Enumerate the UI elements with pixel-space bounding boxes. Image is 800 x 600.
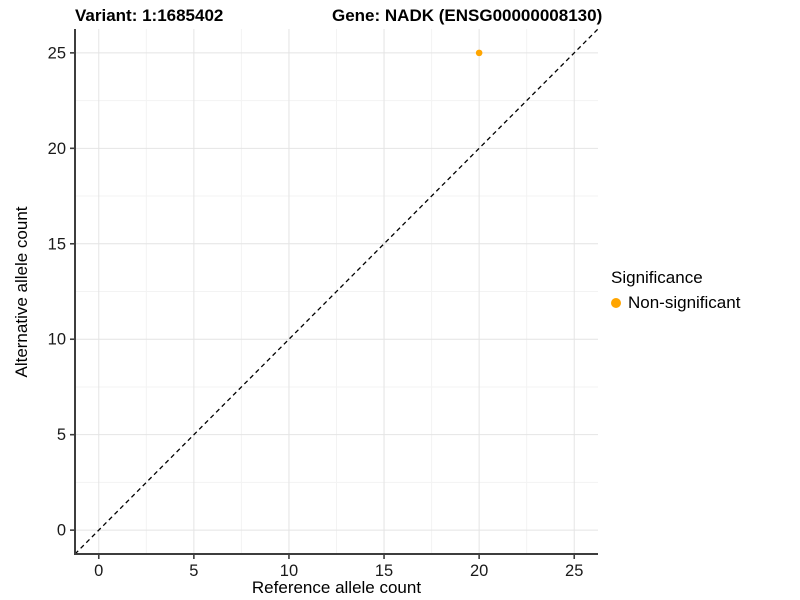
y-tick-label: 25 — [48, 44, 66, 62]
tick-labels: 0 5 10 15 20 25 0 5 10 15 20 25 — [48, 44, 584, 580]
variant-title: Variant: 1:1685402 — [75, 6, 224, 25]
legend-entry: Non-significant — [611, 293, 740, 313]
axis-lines — [74, 29, 598, 555]
x-tick-label: 20 — [470, 562, 488, 580]
y-tick-label: 20 — [48, 140, 66, 158]
grid-major — [75, 29, 598, 554]
x-tick-label: 0 — [94, 562, 103, 580]
x-tick-label: 25 — [565, 562, 583, 580]
y-tick-label: 15 — [48, 235, 66, 253]
data-points — [475, 49, 483, 57]
legend-point-icon — [611, 298, 621, 308]
y-axis-title: Alternative allele count — [12, 206, 31, 378]
y-tick-label: 10 — [48, 331, 66, 349]
identity-line — [74, 28, 599, 555]
grid-minor — [75, 29, 598, 554]
axis-ticks — [70, 52, 576, 559]
x-tick-label: 5 — [189, 562, 198, 580]
x-tick-label: 15 — [375, 562, 393, 580]
gene-title: Gene: NADK (ENSG00000008130) — [332, 6, 603, 25]
x-axis-title: Reference allele count — [251, 578, 422, 597]
y-tick-label: 5 — [57, 426, 66, 444]
legend-entry-label: Non-significant — [628, 293, 741, 312]
legend: Significance Non-significant — [611, 268, 740, 313]
data-point — [475, 49, 483, 57]
legend-title: Significance — [611, 268, 703, 287]
x-tick-label: 10 — [280, 562, 298, 580]
y-tick-label: 0 — [57, 522, 66, 540]
